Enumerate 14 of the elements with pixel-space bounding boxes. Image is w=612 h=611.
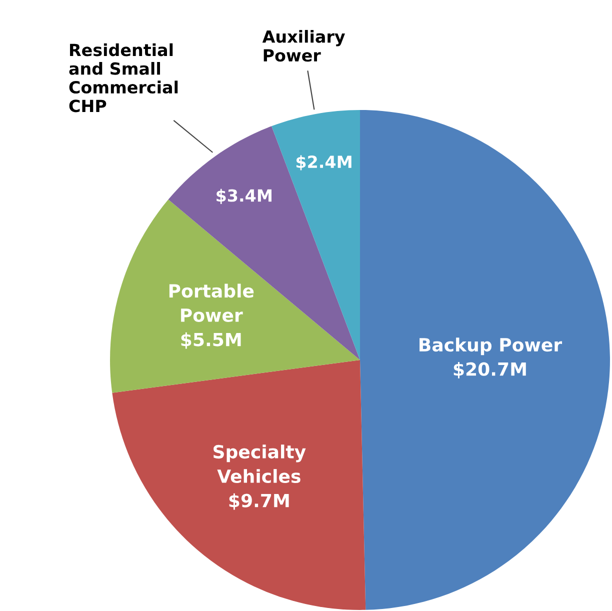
data-label: $9.7M [229,493,289,510]
slice-label: Residential and Small Commercial CHP [69,43,178,112]
slice-label: Portable Power [169,284,254,322]
pie-slice [168,126,360,360]
data-label: $5.5M [181,332,241,349]
slice-label: Backup Power [420,338,562,356]
pie-slice [272,110,360,360]
pie-slice [360,110,610,610]
slice-label: Specialty Vehicles [214,444,306,484]
data-label: $20.7M [454,362,526,378]
data-label: $3.4M [216,188,272,204]
data-label: $2.4M [296,155,352,170]
pie-slice [112,360,366,610]
slice-label: Auxiliary Power [262,30,345,62]
